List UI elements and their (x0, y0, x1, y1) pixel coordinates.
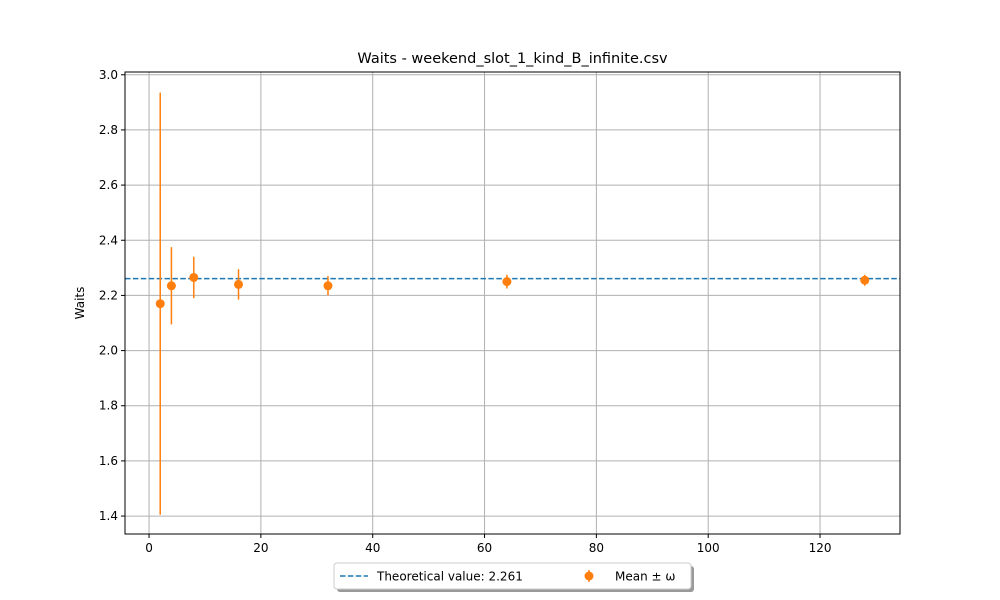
y-tick-label: 2.0 (99, 344, 118, 358)
series-layer (155, 92, 870, 515)
x-tick-label: 0 (145, 541, 153, 555)
legend: Theoretical value: 2.261 Mean ± ω (333, 562, 694, 592)
y-tick-label: 2.2 (99, 288, 118, 302)
x-tick-label: 40 (365, 541, 380, 555)
y-tick-label: 1.8 (99, 399, 118, 413)
legend-marker (584, 571, 594, 581)
data-point (189, 272, 199, 282)
y-tick-label: 1.6 (99, 454, 118, 468)
data-point (234, 279, 244, 289)
data-point (502, 277, 512, 287)
x-tick-label: 20 (253, 541, 268, 555)
data-point (860, 275, 870, 285)
chart-title: Waits - weekend_slot_1_kind_B_infinite.c… (357, 51, 668, 67)
legend-box (333, 562, 692, 590)
y-axis-label: Waits (73, 287, 87, 320)
y-tick-label: 3.0 (99, 68, 118, 82)
x-tick-label: 80 (589, 541, 604, 555)
plot-frame (124, 71, 901, 535)
grid (125, 72, 900, 534)
y-tick-label: 2.4 (99, 233, 118, 247)
data-point (155, 299, 165, 309)
data-point (323, 281, 333, 291)
x-tick-label: 120 (809, 541, 832, 555)
legend-theoretical-label: Theoretical value: 2.261 (376, 570, 523, 584)
x-tick-label: 60 (477, 541, 492, 555)
data-point (166, 281, 176, 291)
y-tick-label: 2.8 (99, 123, 118, 137)
ticks: 0 20 40 60 80 100 120 1.4 1.6 1.8 2.0 2.2 2.4 2.6 2.8 3… (99, 68, 832, 555)
y-tick-label: 2.6 (99, 178, 118, 192)
legend-series-label: Mean ± ω (615, 570, 675, 584)
x-tick-label: 100 (697, 541, 720, 555)
y-tick-label: 1.4 (99, 509, 118, 523)
